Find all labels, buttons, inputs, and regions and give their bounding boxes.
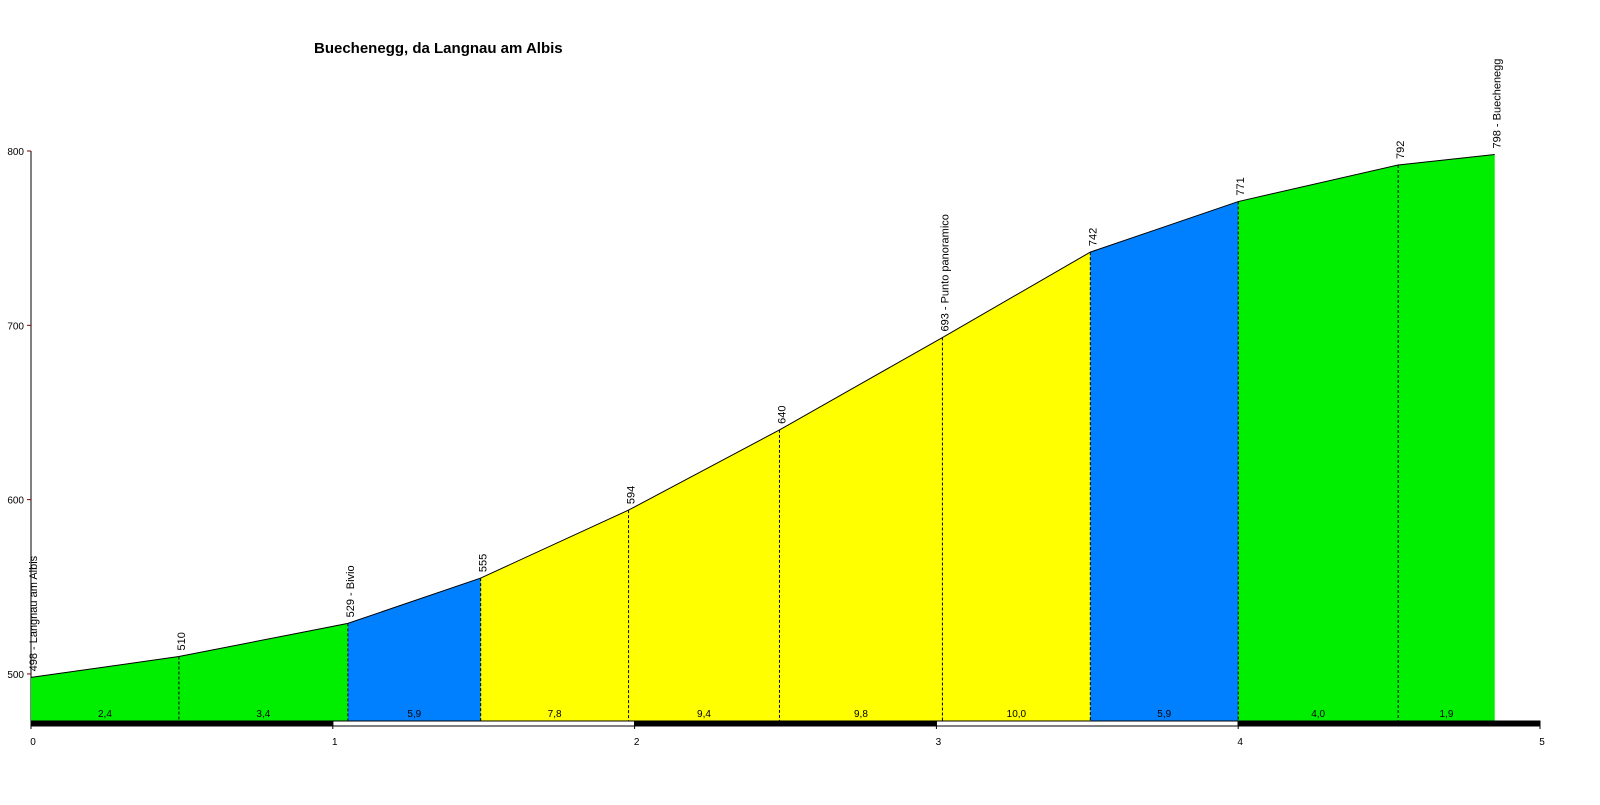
segment xyxy=(942,252,1091,721)
gradient-label: 5,9 xyxy=(407,709,421,720)
segment xyxy=(1398,154,1495,722)
segment xyxy=(347,578,481,721)
gradient-label: 9,8 xyxy=(854,709,868,720)
gradient-label: 5,9 xyxy=(1157,709,1171,720)
km-band xyxy=(30,720,334,727)
km-band xyxy=(935,720,1239,727)
km-band xyxy=(634,720,937,727)
point-label: 594 xyxy=(626,486,638,504)
point-label: 555 xyxy=(478,554,490,572)
x-tick-label: 1 xyxy=(332,737,338,748)
point-label: 510 xyxy=(176,632,188,650)
segment xyxy=(779,337,943,721)
point-label: 529 - Bivio xyxy=(345,565,357,617)
x-tick-label: 5 xyxy=(1539,737,1545,748)
x-tick-label: 2 xyxy=(634,737,640,748)
point-label: 693 - Punto panoramico xyxy=(939,214,951,331)
gradient-label: 7,8 xyxy=(548,709,562,720)
y-tick-label: 600 xyxy=(7,496,24,507)
point-label: 498 - Langnau am Albis xyxy=(28,555,40,671)
segment xyxy=(1238,164,1399,722)
gradient-label: 2,4 xyxy=(98,709,112,720)
y-tick-label: 800 xyxy=(7,147,24,158)
segment xyxy=(1090,201,1239,721)
x-tick-label: 0 xyxy=(30,737,36,748)
gradient-label: 4,0 xyxy=(1311,709,1325,720)
x-tick-label: 3 xyxy=(936,737,942,748)
y-tick-label: 700 xyxy=(7,321,24,332)
segment xyxy=(628,429,780,721)
point-label: 771 xyxy=(1235,177,1247,195)
point-label: 798 - Buechenegg xyxy=(1492,59,1504,149)
gradient-label: 9,4 xyxy=(697,709,711,720)
segment xyxy=(178,623,348,721)
km-band xyxy=(1237,720,1541,727)
km-band xyxy=(332,720,636,727)
x-tick-label: 4 xyxy=(1237,737,1243,748)
gradient-label: 1,9 xyxy=(1439,709,1453,720)
point-label: 792 xyxy=(1395,141,1407,159)
point-label: 640 xyxy=(776,406,788,424)
y-tick-label: 500 xyxy=(7,670,24,681)
chart-title: Buechenegg, da Langnau am Albis xyxy=(314,40,563,57)
gradient-label: 3,4 xyxy=(256,709,270,720)
profile-line xyxy=(30,153,1495,678)
segment xyxy=(480,510,629,721)
gradient-label: 10,0 xyxy=(1007,709,1027,720)
point-label: 742 xyxy=(1087,228,1099,246)
